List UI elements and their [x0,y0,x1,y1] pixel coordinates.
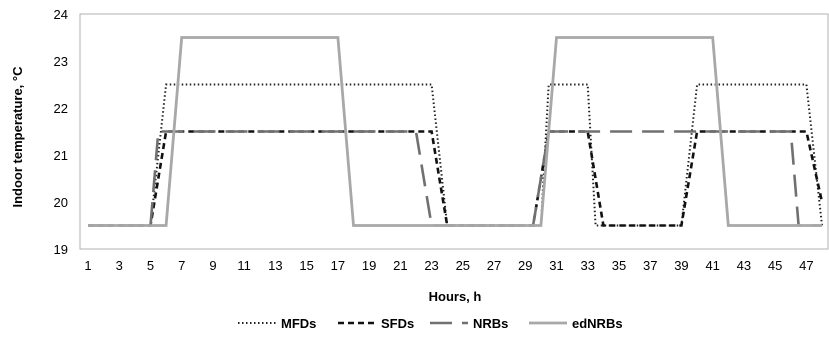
x-tick-label: 29 [518,258,532,273]
x-tick-label: 17 [331,258,345,273]
legend-label-mfds: MFDs [281,316,316,331]
y-tick-label: 24 [54,7,68,22]
y-tick-label: 22 [54,101,68,116]
x-axis-ticks: 1 3 5 7 9 11 13 15 17 19 21 23 25 27 29 31 33 35 37 39 41 43 4… [84,258,813,273]
x-tick-label: 9 [209,258,216,273]
plot-area-frame [79,13,829,250]
x-tick-label: 25 [456,258,470,273]
series-line-nrbs [88,130,822,227]
legend: MFDs SFDs NRBs edNRBs [238,316,623,331]
x-tick-label: 39 [674,258,688,273]
x-tick-label: 23 [424,258,438,273]
x-tick-label: 37 [643,258,657,273]
x-tick-label: 15 [299,258,313,273]
x-tick-label: 1 [84,258,91,273]
x-tick-label: 27 [487,258,501,273]
x-tick-label: 35 [612,258,626,273]
y-axis-ticks: 19 20 21 22 23 24 [54,7,68,257]
x-tick-label: 41 [705,258,719,273]
x-tick-label: 11 [237,258,251,273]
x-tick-label: 21 [393,258,407,273]
y-tick-label: 21 [54,148,68,163]
x-tick-label: 19 [362,258,376,273]
series-line-mfds [88,83,823,227]
legend-label-nrbs: NRBs [473,316,508,331]
x-tick-label: 13 [268,258,282,273]
series-line-sfds [88,130,824,227]
x-axis-title: Hours, h [429,289,482,304]
x-tick-label: 31 [549,258,563,273]
legend-label-sfds: SFDs [381,316,414,331]
x-tick-label: 7 [178,258,185,273]
x-tick-label: 43 [737,258,751,273]
y-axis-title: Indoor temperature, °C [10,66,25,208]
y-tick-label: 20 [54,195,68,210]
x-tick-label: 3 [116,258,123,273]
y-tick-label: 19 [54,242,68,257]
series-line-ednrbs [88,36,822,227]
y-tick-label: 23 [54,54,68,69]
x-tick-label: 47 [799,258,813,273]
legend-label-ednrbs: edNRBs [572,316,623,331]
x-tick-label: 5 [147,258,154,273]
series-layer [88,36,824,227]
x-tick-label: 45 [768,258,782,273]
x-tick-label: 33 [581,258,595,273]
